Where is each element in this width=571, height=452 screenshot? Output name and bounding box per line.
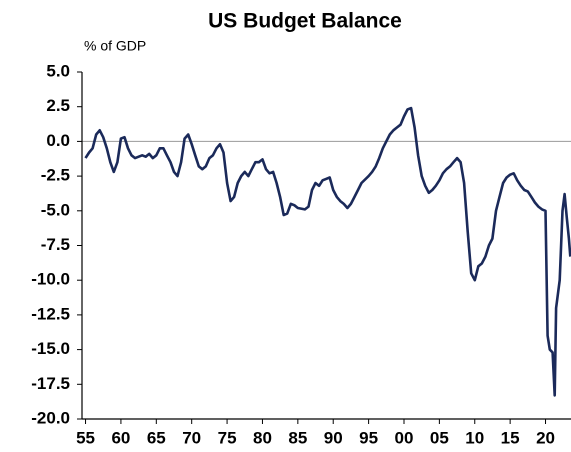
chart-title: US Budget Balance: [208, 10, 402, 33]
x-tick-label: 55: [76, 428, 95, 447]
x-tick-label: 65: [147, 428, 166, 447]
x-tick-label: 60: [111, 428, 130, 447]
x-tick-label: 90: [324, 428, 343, 447]
y-tick-label: -12.5: [31, 304, 70, 323]
x-tick-label: 20: [536, 428, 555, 447]
y-tick-label: -10.0: [31, 270, 70, 289]
x-tick-label: 15: [501, 428, 520, 447]
x-tick-label: 05: [430, 428, 449, 447]
y-tick-label: -20.0: [31, 408, 70, 427]
x-tick-label: 95: [359, 428, 378, 447]
y-tick-label: 0.0: [46, 131, 70, 150]
x-tick-label: 70: [182, 428, 201, 447]
y-tick-label: -17.5: [31, 374, 70, 393]
y-tick-label: -7.5: [41, 235, 70, 254]
x-tick-label: 80: [253, 428, 272, 447]
y-tick-label: -15.0: [31, 339, 70, 358]
x-tick-label: 75: [218, 428, 237, 447]
data-line: [84, 106, 571, 397]
y-tick-label: -5.0: [41, 200, 70, 219]
x-tick-label: 85: [288, 428, 307, 447]
axis-unit: % of GDP: [84, 38, 146, 54]
x-tick-label: 10: [465, 428, 484, 447]
y-tick-label: 2.5: [46, 96, 70, 115]
y-tick-label: 5.0: [46, 61, 70, 80]
y-tick-label: -2.5: [41, 166, 70, 185]
x-tick-label: 00: [395, 428, 414, 447]
